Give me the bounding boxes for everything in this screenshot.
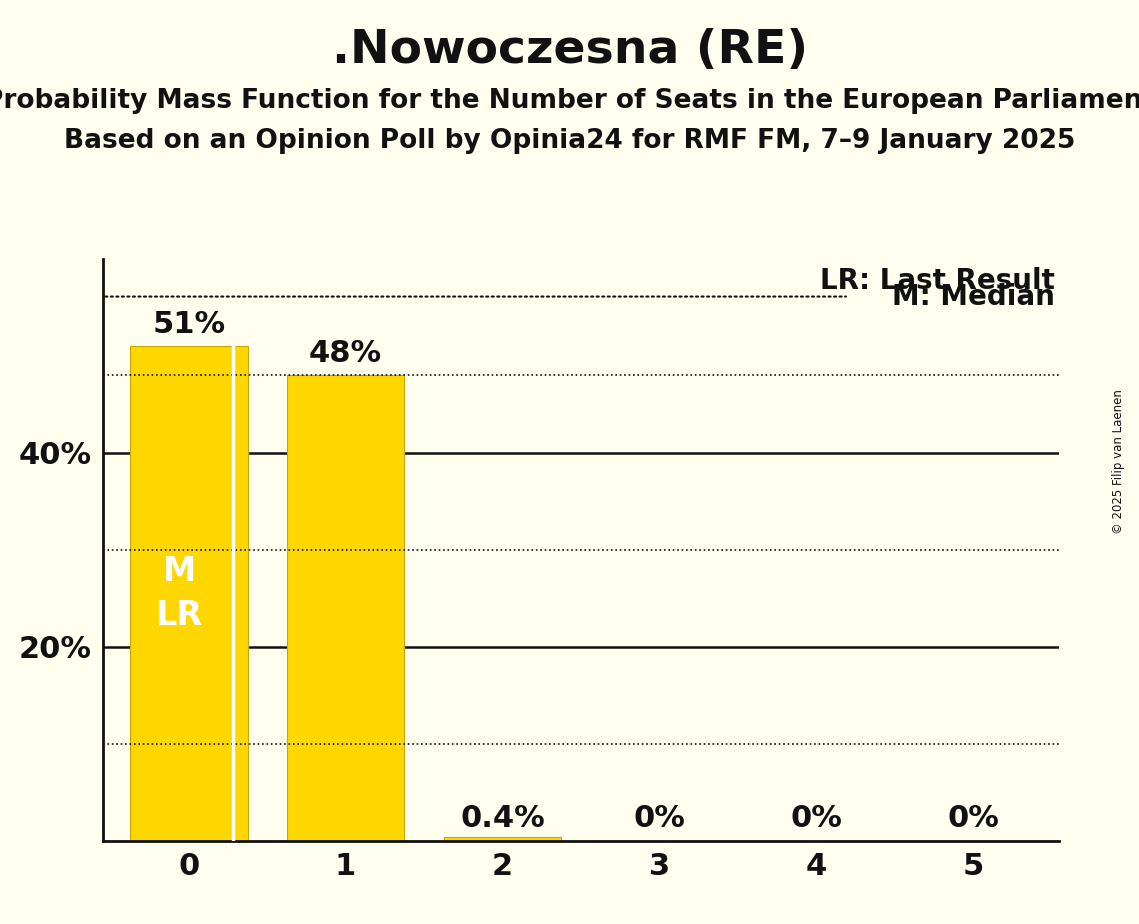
Text: .Nowoczesna (RE): .Nowoczesna (RE)	[331, 28, 808, 73]
Text: M: Median: M: Median	[892, 283, 1055, 310]
Bar	[444, 837, 562, 841]
Text: Probability Mass Function for the Number of Seats in the European Parliament: Probability Mass Function for the Number…	[0, 88, 1139, 114]
Text: 0.4%: 0.4%	[460, 804, 544, 833]
Text: © 2025 Filip van Laenen: © 2025 Filip van Laenen	[1112, 390, 1125, 534]
Text: 0%: 0%	[633, 804, 686, 833]
Text: Based on an Opinion Poll by Opinia24 for RMF FM, 7–9 January 2025: Based on an Opinion Poll by Opinia24 for…	[64, 128, 1075, 153]
Text: 48%: 48%	[309, 339, 383, 369]
Text: LR: Last Result: LR: Last Result	[820, 267, 1055, 296]
Text: M
LR: M LR	[156, 555, 203, 632]
Bar	[287, 375, 404, 841]
Bar	[130, 346, 247, 841]
Text: 0%: 0%	[790, 804, 842, 833]
Text: 51%: 51%	[153, 310, 226, 339]
Text: 0%: 0%	[947, 804, 999, 833]
